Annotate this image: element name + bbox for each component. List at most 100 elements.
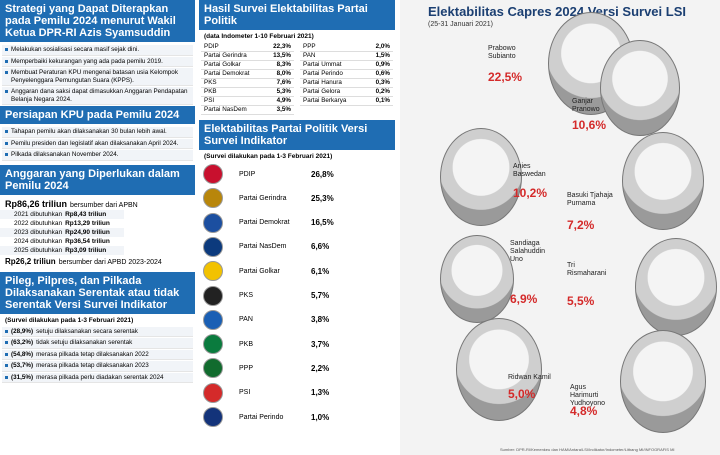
value: 1,0% <box>311 412 330 422</box>
table-row: PPP 2,0% <box>300 43 393 52</box>
candidate-pct: 10,6% <box>572 118 607 132</box>
text: setuju dilaksanakan secara serentak <box>36 327 138 335</box>
candidate-name: Sandiaga Salahuddin Uno <box>510 240 546 263</box>
budget-year: 2021 dibutuhkan Rp8,43 triliun <box>0 209 124 219</box>
indometer-table: PDIP 22,3% Partai Gerindra 13,5% Partai Golk… <box>199 43 395 115</box>
bullet: Membuat Peraturan KPU mengenai batasan u… <box>2 68 193 86</box>
table-row: Partai NasDem 3,5% <box>201 106 294 115</box>
table-row: PKB 5,3% <box>201 88 294 97</box>
party: PKS <box>204 79 217 86</box>
party: PDIP <box>239 170 256 178</box>
year: 2023 dibutuhkan <box>14 228 63 236</box>
budget-year: 2023 dibutuhkan Rp24,90 triliun <box>0 227 124 237</box>
party: Partai Hanura <box>303 79 342 86</box>
party: Partai Golkar <box>239 267 280 275</box>
value: 1,3% <box>311 388 330 398</box>
value: 22,3% <box>273 43 291 50</box>
value: 0,1% <box>375 97 390 104</box>
bullet: Pemilu presiden dan legislatif akan dila… <box>2 138 193 149</box>
party-logo <box>203 212 223 233</box>
table-row: Partai Demokrat 8,0% <box>201 70 294 79</box>
party-row: PSI 1,3% <box>199 382 389 404</box>
value: 16,5% <box>311 218 334 228</box>
candidate-pct: 5,5% <box>567 294 595 308</box>
table-row: PAN 1,5% <box>300 52 393 61</box>
candidate-name: Ganjar Pranowo <box>572 98 600 113</box>
value: 1,5% <box>375 52 390 59</box>
candidate-pct: 7,2% <box>567 218 595 232</box>
party-logo <box>203 285 223 306</box>
middle-column: Hasil Survei Elektabilitas Partai Politi… <box>199 0 395 455</box>
party-row: PAN 3,8% <box>199 309 389 331</box>
party-logo <box>203 164 223 184</box>
value: 0,3% <box>375 79 390 86</box>
budget-year: 2025 dibutuhkan Rp3,09 triliun <box>0 245 124 255</box>
budget-year: 2022 dibutuhkan Rp13,29 triliun <box>0 218 124 228</box>
table-row: Partai Berkarya 0,1% <box>300 97 393 106</box>
bullet: Pilkada dilaksanakan November 2024. <box>2 150 193 161</box>
panel-title: Elektabilitas Capres 2024 Versi Survei L… <box>428 4 686 19</box>
party-row: Partai Golkar 6,1% <box>199 260 389 282</box>
value: 6,6% <box>311 242 330 252</box>
poll-item: (31,5%) merasa pilkada perlu diadakan ser… <box>2 372 193 383</box>
pct: (53,7%) <box>11 362 34 369</box>
party: PAN <box>239 316 253 324</box>
party: PDIP <box>204 43 219 50</box>
section-title: Pileg, Pilpres, dan Pilkada Dilaksanakan… <box>0 271 195 314</box>
value: 3,8% <box>311 315 330 325</box>
portrait <box>635 238 717 336</box>
budget-year: 2024 dibutuhkan Rp36,54 triliun <box>0 236 124 246</box>
portrait <box>440 128 522 226</box>
section-title: Hasil Survei Elektabilitas Partai Politi… <box>199 0 395 30</box>
section-title: Persiapan KPU pada Pemilu 2024 <box>0 106 195 124</box>
table-row: PSI 4,9% <box>201 97 294 106</box>
source: Sumber: DPR-RI/Kemenkeu dan HAM/Antara/L… <box>500 447 675 452</box>
bullet: Memperbaiki kekurangan yang ada pada pem… <box>2 56 193 67</box>
poll-item: (54,8%) merasa pilkada tetap dilaksanakan… <box>2 349 193 360</box>
party: Partai Berkarya <box>303 97 347 104</box>
poll-item: (63,2%) tidak setuju dilaksanakan serenta… <box>2 338 193 349</box>
candidate-name: Anies Baswedan <box>513 163 546 178</box>
value: 26,8% <box>311 169 334 179</box>
value: 0,2% <box>375 88 390 95</box>
pct: (28,9%) <box>11 327 34 335</box>
subtitle: (Survei dilakukan pada 1-3 Februari 2021… <box>204 153 333 160</box>
year: 2022 dibutuhkan <box>14 219 63 227</box>
amount: Rp13,29 triliun <box>65 219 110 227</box>
value: 5,3% <box>276 88 291 95</box>
value: 4,9% <box>276 97 291 104</box>
party-logo <box>203 407 223 427</box>
value: 2,2% <box>311 363 330 373</box>
value: 3,7% <box>311 339 330 349</box>
value: 2,0% <box>375 43 390 50</box>
amount: Rp36,54 triliun <box>65 237 110 245</box>
amount: Rp86,26 triliun <box>5 198 68 209</box>
party: Partai Demokrat <box>239 219 290 227</box>
poll-item: (53,7%) merasa pilkada tetap dilaksanakan… <box>2 361 193 372</box>
subtitle: (data Indometer 1-10 Februari 2021) <box>204 33 314 40</box>
party-logo <box>203 334 223 355</box>
pct: (54,8%) <box>11 350 34 358</box>
portrait <box>456 318 542 421</box>
value: 0,9% <box>375 61 390 68</box>
portrait <box>622 132 704 230</box>
candidate-name: Agus Harimurti Yudhoyono <box>570 384 606 407</box>
party: Partai Gerindra <box>204 52 247 59</box>
party: Partai NasDem <box>204 106 247 113</box>
value: 8,0% <box>276 70 291 77</box>
value: 13,5% <box>273 52 291 59</box>
party: PPP <box>239 364 254 372</box>
bullet: Tahapan pemilu akan dilaksanakan 30 bula… <box>2 127 193 138</box>
party: Partai NasDem <box>239 243 287 251</box>
portrait <box>600 40 680 136</box>
party: PKB <box>239 340 254 348</box>
party-row: Partai Perindo 1,0% <box>199 406 389 428</box>
panel-subtitle: (25-31 Januari 2021) <box>428 21 493 28</box>
subtitle: (Survei dilakukan pada 1-3 Februari 2021… <box>5 316 134 324</box>
value: 8,3% <box>276 61 291 68</box>
table-row: PKS 7,6% <box>201 79 294 88</box>
amount: Rp26,2 triliun <box>5 256 56 266</box>
candidate-pct: 6,9% <box>510 292 538 306</box>
party-row: Partai Gerindra 25,3% <box>199 187 389 209</box>
